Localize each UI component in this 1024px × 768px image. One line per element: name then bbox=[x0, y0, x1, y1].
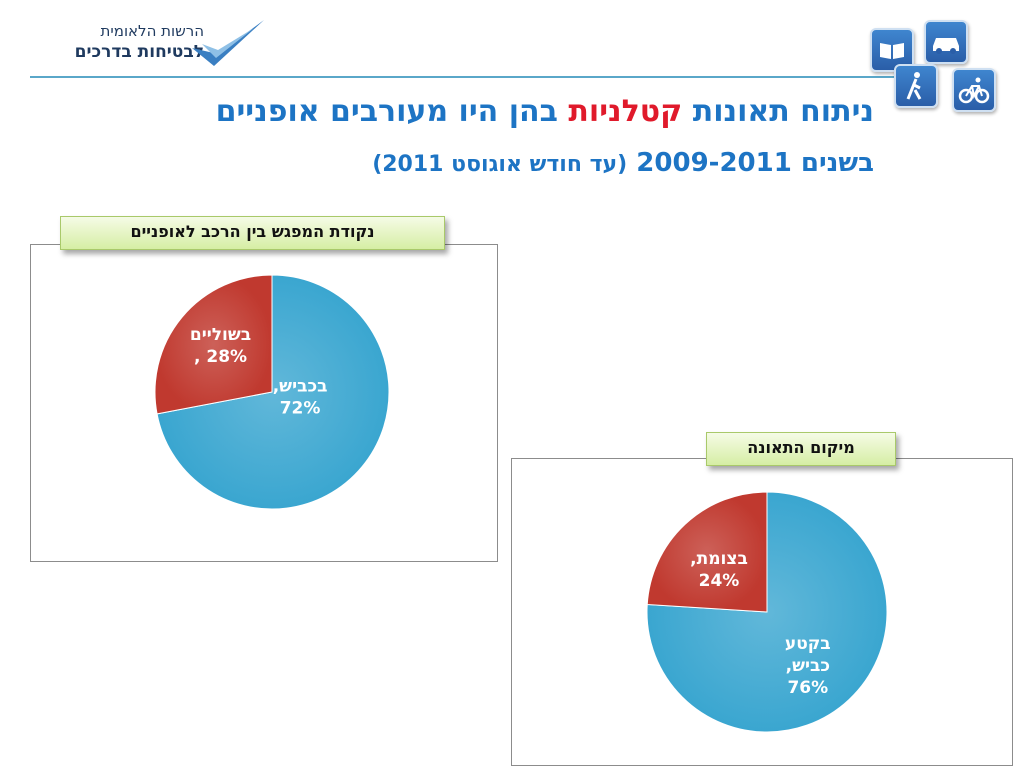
pie-slice-0-0 bbox=[156, 274, 390, 510]
checkmark-logo-icon bbox=[192, 20, 264, 66]
page-title-line2: בשנים 2009-2011 (עד חודש אוגוסט 2011) bbox=[40, 148, 874, 178]
chart-title-accident-location: מיקום התאונה bbox=[706, 432, 896, 466]
car-icon bbox=[924, 20, 968, 64]
title-part2: בהן היו מעורבים אופניים bbox=[215, 94, 558, 129]
pie-chart-meeting-point: בכביש, 72% בשוליים 28% , bbox=[154, 274, 390, 510]
slice-label-1-1: בצומת, 24% bbox=[690, 549, 748, 591]
pie-slice-0-1 bbox=[154, 274, 273, 415]
pedestrian-icon bbox=[894, 64, 938, 108]
page-title-line1: ניתוח תאונות קטלניות בהן היו מעורבים אופ… bbox=[40, 94, 874, 129]
slice-label-0-0: בכביש, 72% bbox=[273, 377, 328, 419]
slice-label-1-0: בקטע כביש, 76% bbox=[785, 634, 831, 698]
chart-title-meeting-point: נקודת המפגש בין הרכב לאופניים bbox=[60, 216, 445, 250]
pie-slice-1-0 bbox=[646, 491, 888, 733]
title-years: בשנים 2009-2011 bbox=[636, 148, 874, 178]
logo-line2: לבטיחות בדרכים bbox=[74, 42, 204, 62]
title-note: (עד חודש אוגוסט 2011) bbox=[372, 152, 628, 177]
title-part1: ניתוח תאונות bbox=[692, 94, 874, 129]
header-divider bbox=[30, 76, 900, 78]
logo: הרשות הלאומית לבטיחות בדרכים bbox=[28, 14, 268, 74]
logo-line1: הרשות הלאומית bbox=[100, 22, 204, 40]
bicycle-icon bbox=[952, 68, 996, 112]
pie-slice-1-1 bbox=[646, 491, 768, 613]
title-highlight: קטלניות bbox=[568, 94, 683, 129]
road-users-icons bbox=[868, 18, 1008, 118]
slice-label-0-1: בשוליים 28% , bbox=[190, 325, 251, 367]
pie-chart-accident-location: בקטע כביש, 76% בצומת, 24% bbox=[646, 491, 888, 733]
